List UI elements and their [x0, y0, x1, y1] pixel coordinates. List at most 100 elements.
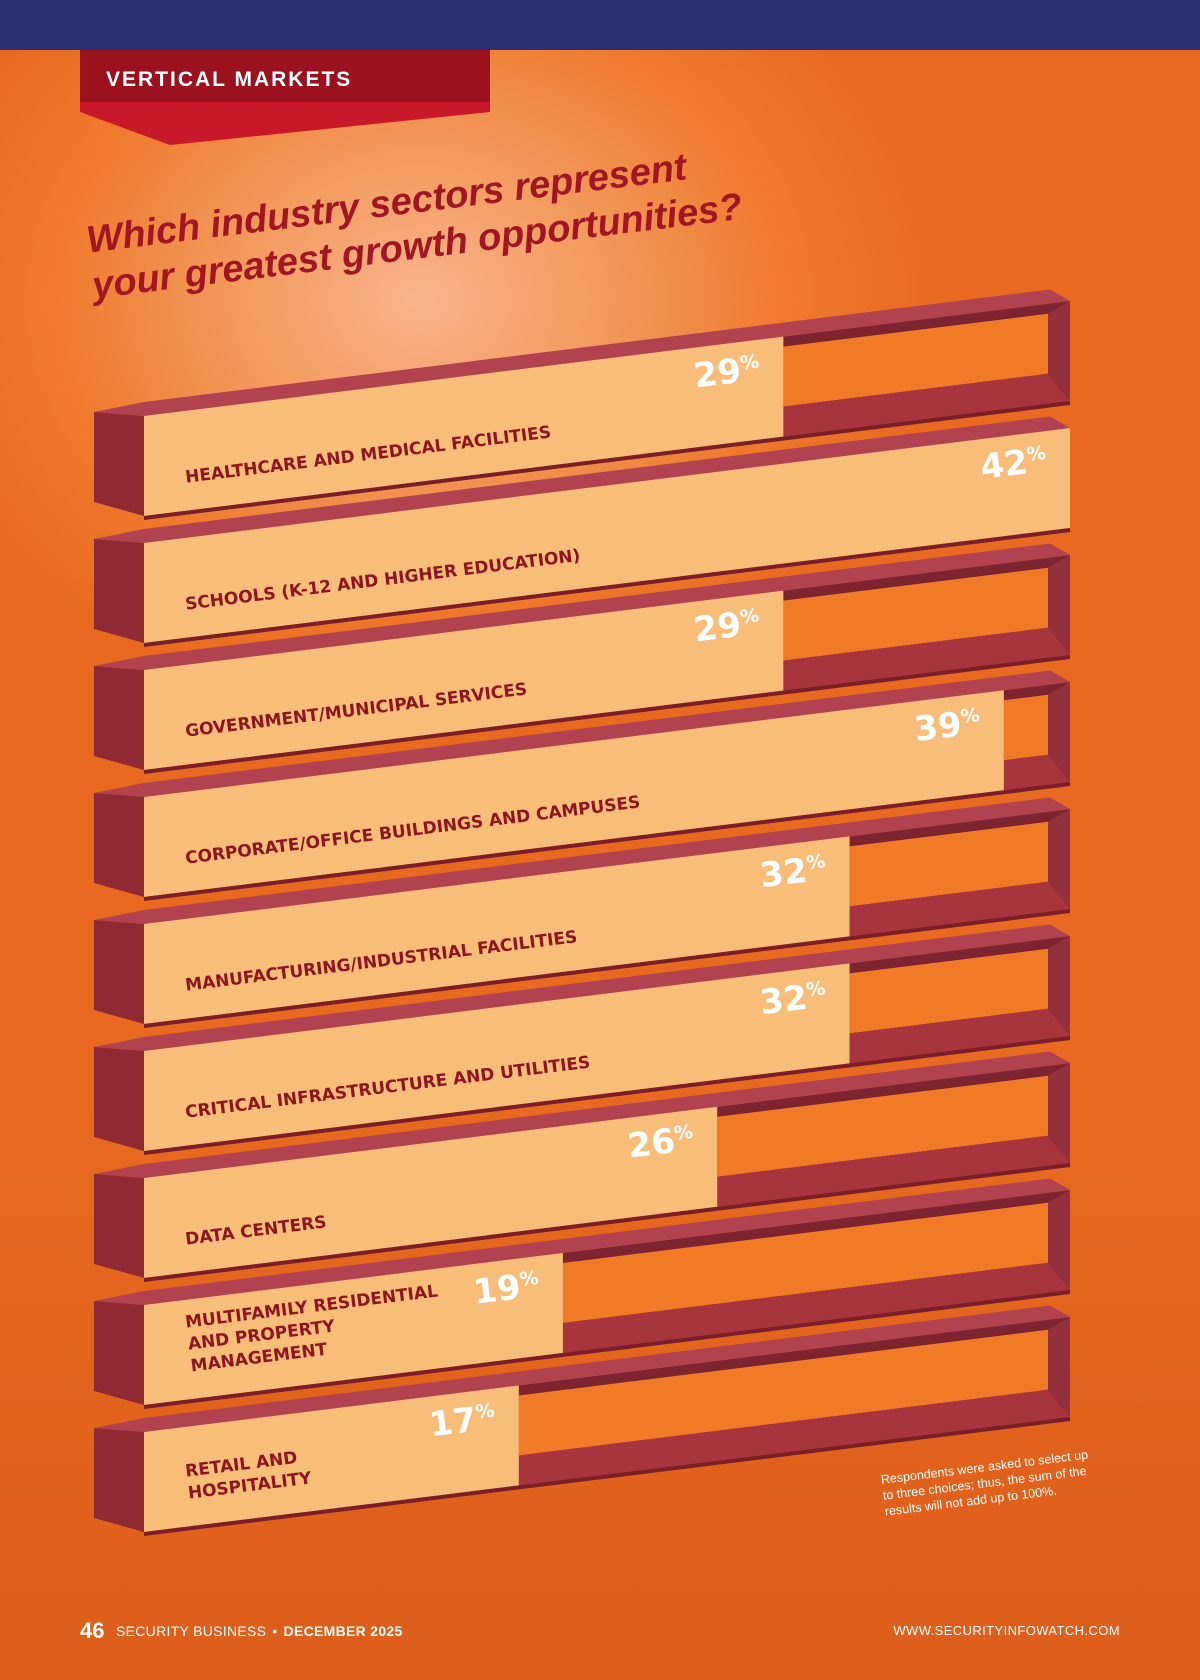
value-number: 42 [978, 442, 1030, 488]
value-label: 26% [625, 1119, 696, 1167]
value-label: 29% [692, 349, 763, 397]
frame-left-wall [94, 1047, 144, 1151]
frame-floor [1003, 754, 1070, 791]
frame-top [94, 543, 1070, 670]
frame-top [94, 1051, 1070, 1178]
value-unit: % [673, 1121, 695, 1145]
value-number: 19 [471, 1267, 523, 1313]
frame-right-wall [1048, 809, 1070, 909]
bullet-separator: • [272, 1623, 278, 1639]
frame-bottom-lip [144, 1163, 1070, 1282]
bar [144, 336, 784, 516]
frame-bottom-lip [144, 655, 1070, 774]
frame-interior [518, 1329, 1048, 1456]
frame-right-wall [1048, 936, 1070, 1036]
frame-top [94, 1305, 1070, 1432]
value-unit: % [805, 850, 827, 874]
frame-left-wall [94, 539, 144, 643]
frame-floor [849, 1008, 1070, 1064]
section-label: VERTICAL MARKETS [106, 68, 353, 91]
frame-top [94, 1178, 1070, 1305]
bar [144, 1252, 563, 1405]
value-label: 29% [692, 603, 763, 651]
publication-name: SECURITY BUSINESS [116, 1623, 267, 1639]
frame-left-wall [94, 666, 144, 770]
publication-line: SECURITY BUSINESS • DECEMBER 2025 [116, 1623, 403, 1639]
frame-left-wall [94, 412, 144, 516]
frame-right-wall [1048, 1063, 1070, 1163]
frame-left-wall [94, 1301, 144, 1405]
frame-bottom-lip [144, 782, 1070, 901]
frame-top [94, 797, 1070, 924]
frame-right-wall [1048, 1317, 1070, 1417]
bar [144, 1385, 519, 1532]
value-number: 39 [912, 705, 964, 751]
page-footer: 46 SECURITY BUSINESS • DECEMBER 2025 WWW.S… [80, 1618, 1120, 1648]
frame-interior [783, 313, 1048, 407]
frame-right-wall [1048, 301, 1070, 401]
bar-row: MULTIFAMILY RESIDENTIALAND PROPERTYMANAG… [94, 1178, 1070, 1409]
frame-floor [849, 881, 1070, 937]
frame-floor [717, 1135, 1070, 1207]
value-unit: % [739, 351, 761, 375]
value-number: 32 [758, 978, 810, 1024]
bar [144, 836, 850, 1024]
bar-row: CORPORATE/OFFICE BUILDINGS AND CAMPUSES3… [94, 670, 1070, 901]
value-unit: % [959, 704, 981, 728]
value-unit: % [518, 1267, 540, 1291]
frame-left-wall [94, 1174, 144, 1278]
value-label: 17% [427, 1397, 498, 1445]
frame-floor [783, 627, 1070, 691]
frame-bottom-lip [144, 1417, 1070, 1536]
frame-bottom-lip [144, 909, 1070, 1028]
value-unit: % [474, 1399, 496, 1423]
value-unit: % [1025, 442, 1047, 466]
frame-interior [849, 821, 1048, 907]
frame-bottom-lip [144, 401, 1070, 520]
value-label: 32% [758, 848, 829, 896]
issue-date: DECEMBER 2025 [283, 1623, 403, 1639]
bar-row: SCHOOLS (K-12 AND HIGHER EDUCATION)42% [94, 416, 1070, 647]
value-label: 19% [471, 1265, 542, 1313]
frame-right-wall [1048, 1190, 1070, 1290]
value-number: 29 [692, 351, 744, 397]
frame-bottom-lip [144, 1290, 1070, 1409]
frame-left-wall [94, 1428, 144, 1532]
frame-interior [562, 1202, 1048, 1323]
frame-interior [1003, 694, 1048, 761]
frame-floor [783, 373, 1070, 437]
frame-interior [783, 567, 1048, 661]
bar [144, 963, 850, 1151]
value-number: 17 [427, 1400, 479, 1446]
frame-top [94, 289, 1070, 416]
bar [144, 690, 1004, 897]
frame-top [94, 924, 1070, 1051]
frame-floor [562, 1262, 1070, 1353]
value-unit: % [739, 605, 761, 629]
frame-top [94, 416, 1070, 543]
frame-left-wall [94, 920, 144, 1024]
bar [144, 1106, 718, 1278]
value-label: 39% [912, 702, 983, 750]
frame-interior [717, 1075, 1048, 1177]
bar [144, 428, 1070, 643]
value-label: 32% [758, 975, 829, 1023]
frame-interior [849, 948, 1048, 1034]
value-label: 42% [978, 440, 1049, 488]
section-banner-shape [80, 50, 490, 145]
frame-right-wall [1048, 682, 1070, 782]
frame-left-wall [94, 793, 144, 897]
value-unit: % [805, 977, 827, 1001]
frame-bottom-lip [144, 528, 1070, 647]
value-number: 26 [625, 1121, 677, 1167]
bar [144, 590, 784, 770]
section-banner: VERTICAL MARKETS [80, 50, 490, 145]
frame-top [94, 670, 1070, 797]
